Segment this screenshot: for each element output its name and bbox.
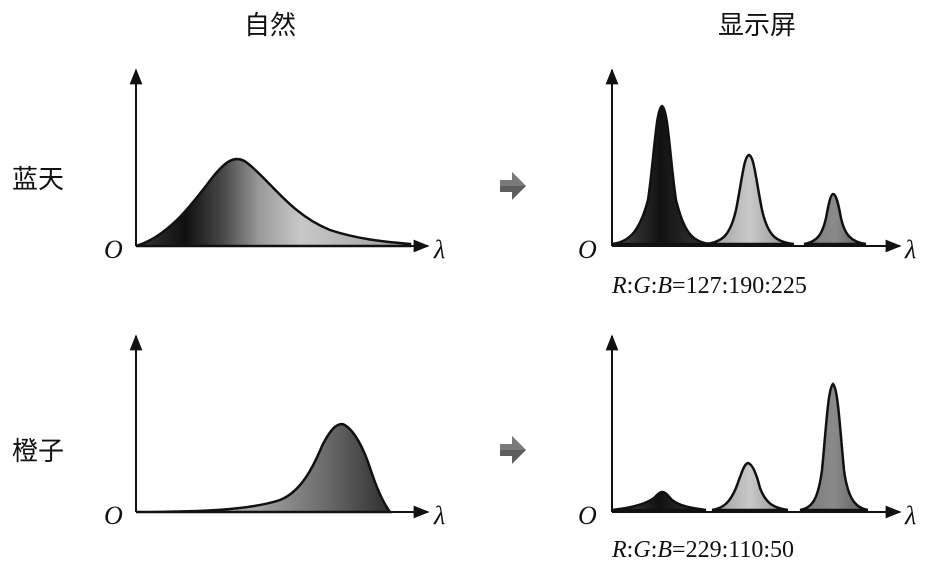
sky-rgb-ratio: R:G:B=127:190:225 (611, 273, 807, 299)
ratio-g: G (633, 273, 650, 299)
ratio-g: G (633, 537, 650, 563)
origin-label: O (104, 235, 123, 264)
ratio-r: R (611, 537, 627, 563)
orange-conversion-arrow (500, 436, 526, 464)
display-orange-green-peak (711, 461, 789, 512)
sky-conversion-arrow (500, 172, 526, 200)
display-sky-red-peak (611, 104, 711, 246)
display-sky-plot: O λ R:G:B=127:190:225 (578, 68, 916, 299)
display-sky-green-peak (705, 153, 795, 246)
ratio-b: B (657, 273, 672, 299)
x-axis-label: λ (433, 235, 445, 264)
origin-label: O (578, 235, 597, 264)
ratio-r: R (611, 273, 627, 299)
column-title-display: 显示屏 (718, 11, 796, 41)
row-label-orange: 橙子 (12, 437, 64, 467)
nature-sky-spectrum-curve (135, 157, 412, 248)
display-orange-plot: O λ R:G:B=229:110:50 (578, 334, 916, 563)
display-sky-blue-peak (803, 192, 867, 246)
x-axis-label: λ (904, 501, 916, 530)
ratio-values: 229:110:50 (686, 537, 794, 563)
origin-label: O (578, 501, 597, 530)
x-axis-label: λ (904, 235, 916, 264)
orange-rgb-ratio: R:G:B=229:110:50 (611, 537, 794, 563)
column-title-nature: 自然 (244, 11, 296, 41)
row-label-sky: 蓝天 (12, 165, 64, 195)
ratio-b: B (657, 537, 672, 563)
x-axis-label: λ (433, 501, 445, 530)
nature-orange-spectrum-curve (135, 422, 393, 514)
nature-sky-plot: O λ (104, 68, 445, 264)
display-orange-red-peak (611, 490, 707, 512)
display-orange-blue-peak (799, 382, 869, 512)
nature-orange-plot: O λ (104, 334, 445, 530)
origin-label: O (104, 501, 123, 530)
ratio-values: 127:190:225 (686, 273, 807, 299)
